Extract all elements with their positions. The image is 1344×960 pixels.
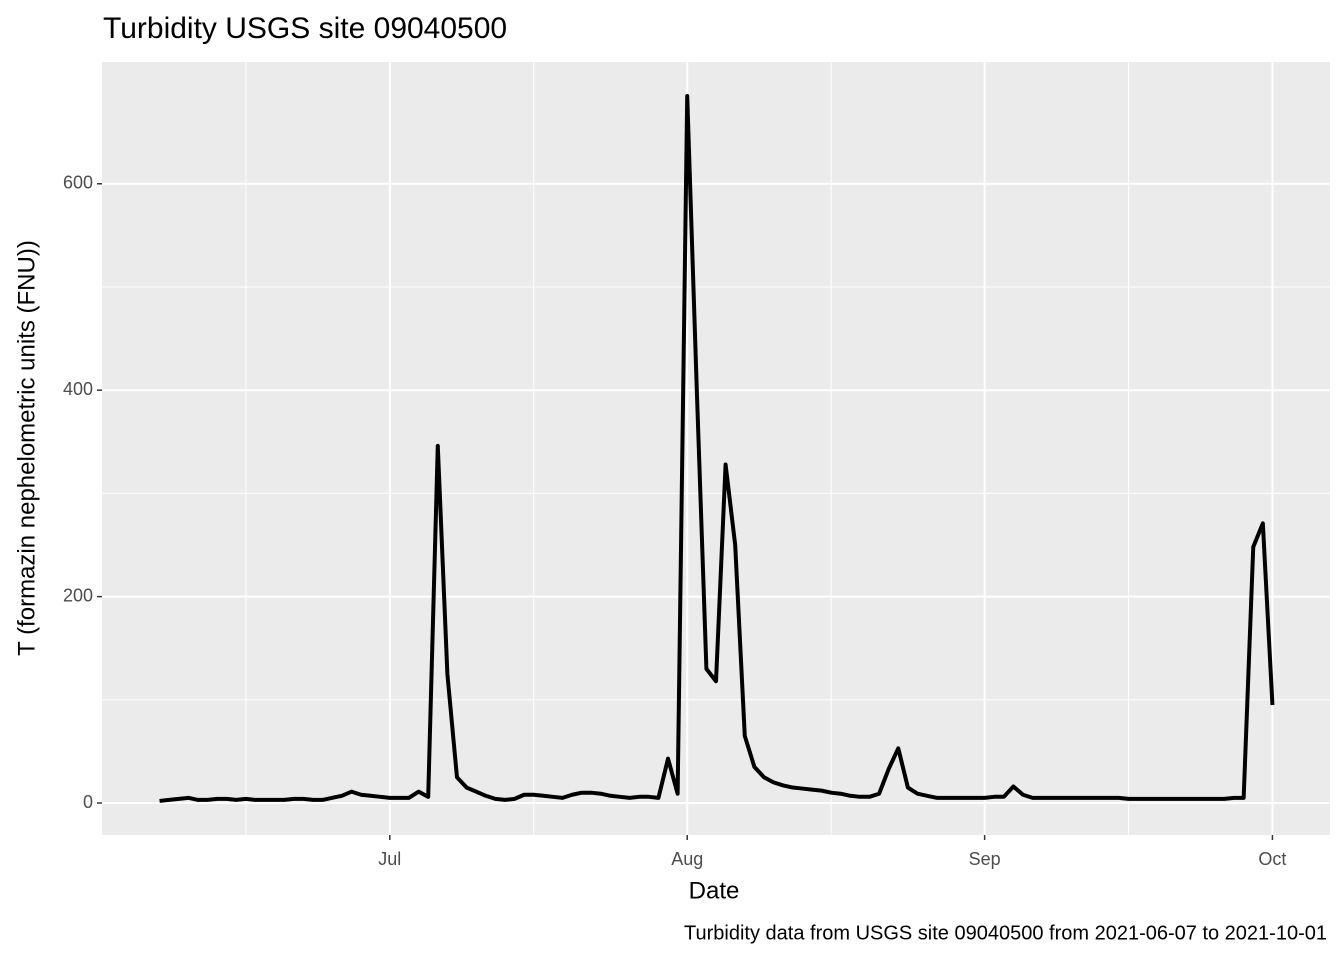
caption: Turbidity data from USGS site 09040500 f… (684, 922, 1327, 944)
y-tick-label: 600 (63, 173, 93, 193)
y-tick-label: 0 (83, 792, 93, 812)
x-tick-label: Oct (1258, 849, 1286, 869)
grid (102, 62, 1330, 835)
x-tick-label: Sep (969, 849, 1001, 869)
marks (159, 94, 1275, 803)
x-tick-label: Jul (378, 849, 401, 869)
x-tick-label: Aug (671, 849, 703, 869)
x-axis-title: Date (689, 877, 740, 904)
panel (102, 62, 1330, 835)
y-tick-label: 400 (63, 379, 93, 399)
y-tick-label: 200 (63, 585, 93, 605)
y-axis-title: T (formazin nephelometric units (FNU)) (13, 240, 40, 656)
data-line (159, 94, 1275, 803)
chart-title: Turbidity USGS site 09040500 (103, 12, 507, 45)
